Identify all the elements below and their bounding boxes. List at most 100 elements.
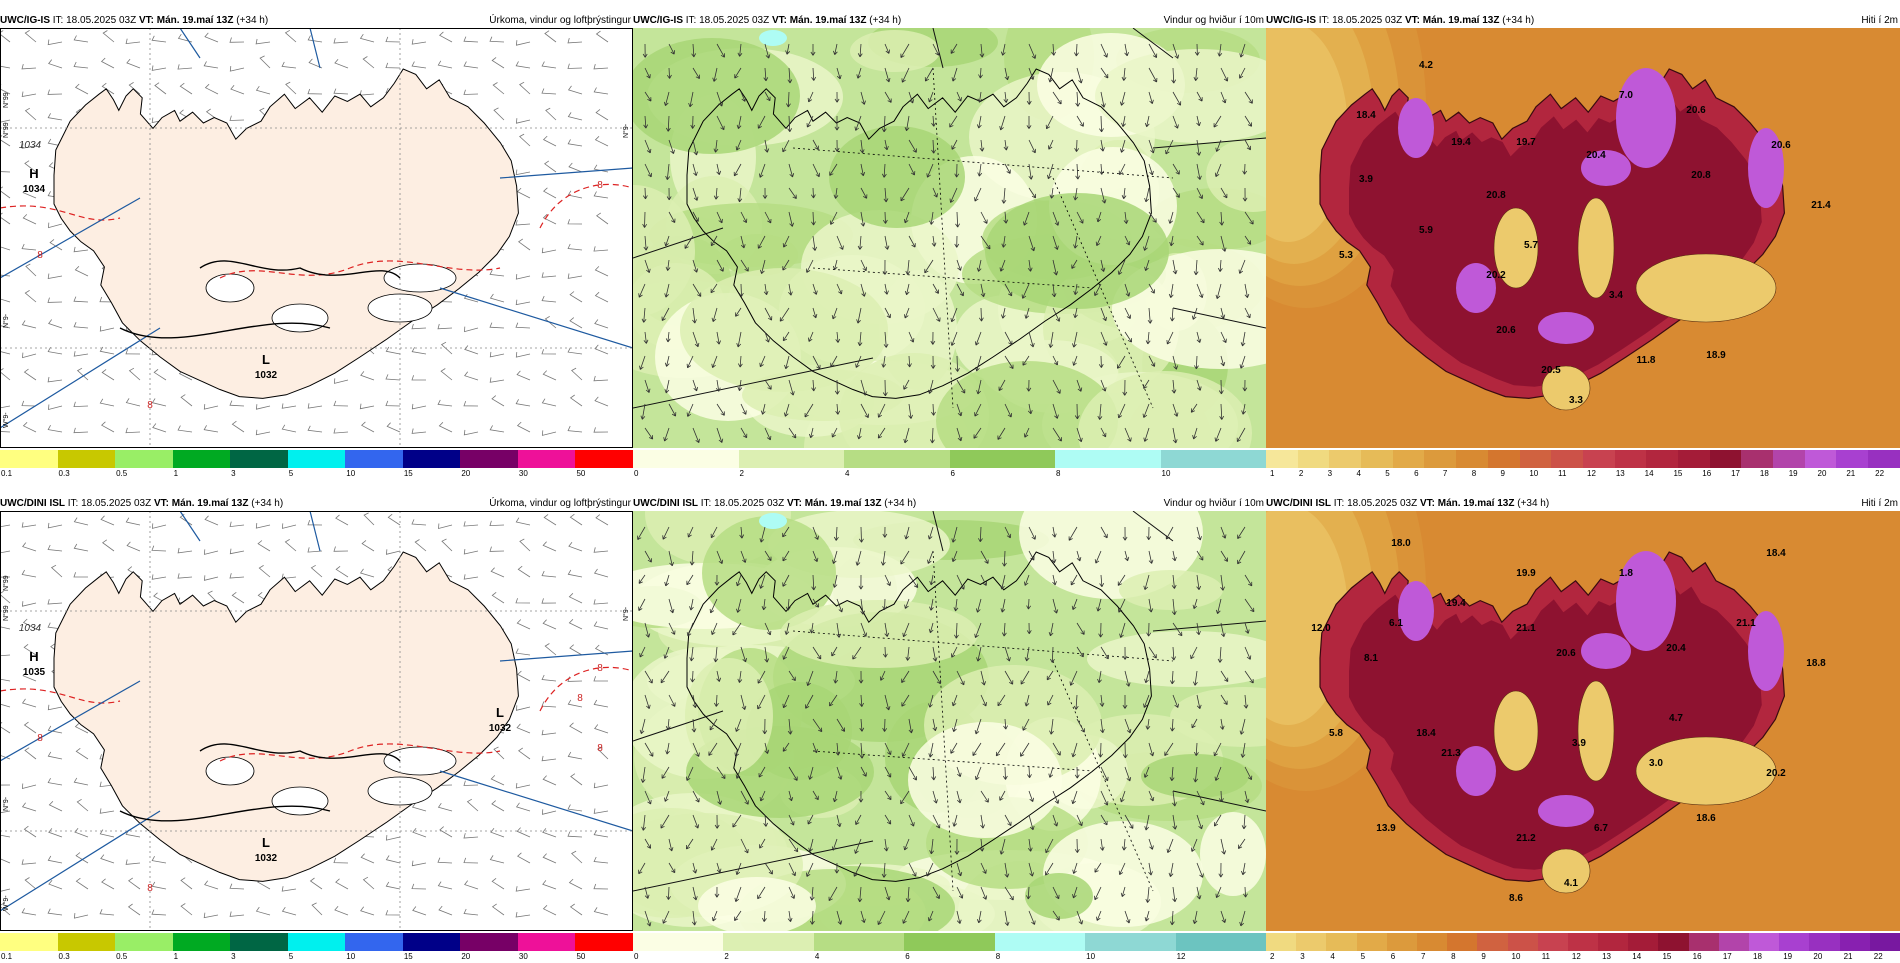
temperature-label: 5.7 [1524, 240, 1538, 251]
color-scale-swatch [995, 933, 1085, 951]
color-scale-tick: 20 [1813, 951, 1822, 963]
color-scale-tick: 0.1 [1, 468, 12, 480]
color-scale-tick: 0 [634, 951, 638, 963]
map-edge-label: W°9- [2, 412, 10, 428]
wind-speed-area [780, 600, 978, 668]
temperature-label: 20.8 [1691, 170, 1711, 181]
color-scale-swatch [1583, 450, 1615, 468]
map-area[interactable]: N°99 N°99 N°9- N°9- W°9- H 1034 L 1032 1034 8 8 8 [0, 28, 633, 448]
color-scale-swatch [1598, 933, 1628, 951]
color-scale-tick: 30 [519, 468, 528, 480]
color-scale-tick: 11 [1542, 951, 1550, 963]
map-area[interactable] [633, 28, 1266, 448]
map-edge-label: N°9- [2, 313, 10, 328]
color-scale-ticks: 0 2 4 6 8 10 12 [633, 951, 1266, 963]
temperature-label: 18.4 [1356, 110, 1376, 121]
map-area[interactable]: N°99 N°99 N°9- N°9- W°9- H 1035 L 1032 L 1032 1034 8… [0, 511, 633, 931]
wind-speed-area [908, 722, 1062, 838]
color-scale-swatch [0, 450, 58, 468]
isoline-label: 8 [37, 250, 43, 261]
lead-time: (+34 h) [251, 498, 283, 509]
color-scale-tick: 19 [1783, 951, 1792, 963]
color-scale-tick: 10 [1529, 468, 1538, 480]
init-time-label: IT: [1334, 498, 1345, 509]
wind-speed-area [742, 369, 904, 421]
panel-title: Vindur og hviður í 10m [1164, 14, 1264, 28]
warm-area [1616, 551, 1676, 651]
pressure-center-letter: H [29, 166, 38, 181]
precipitation-pressure-panel: UWC/IG-IS IT: 18.05.2025 03Z VT: Mán. 19… [0, 14, 633, 480]
valid-time-label: VT: [154, 498, 169, 509]
color-scale-swatch [173, 450, 231, 468]
cool-area [1578, 198, 1614, 298]
color-scale-swatch [1508, 933, 1538, 951]
color-scale-swatch [1868, 450, 1900, 468]
temperature-label: 20.6 [1496, 325, 1516, 336]
valid-time-label: VT: [772, 15, 787, 26]
temperature-label: 3.9 [1359, 174, 1373, 185]
init-time-label: IT: [1319, 15, 1330, 26]
pressure-center-value: 1032 [255, 853, 278, 864]
color-scale-tick: 1 [1270, 468, 1274, 480]
color-scale-swatch [58, 933, 116, 951]
color-scale-swatch [1568, 933, 1598, 951]
color-scale-swatch [1393, 450, 1425, 468]
color-scale-swatch [1055, 450, 1161, 468]
isoline-label: 8 [37, 733, 43, 744]
pressure-center-letter: L [262, 835, 270, 850]
temperature-label: 13.9 [1376, 823, 1396, 834]
map-area[interactable]: 4.2 7.0 20.6 18.4 19.4 19.7 20.4 20.6 3.9 20.8 20.… [1266, 28, 1900, 448]
temperature-label: 20.6 [1556, 648, 1576, 659]
isoline-label: 8 [577, 693, 583, 704]
map-edge-label: N°99 [2, 575, 10, 591]
init-time-label: IT: [53, 15, 64, 26]
lead-time: (+34 h) [236, 15, 268, 26]
color-scale-tick: 12 [1572, 951, 1581, 963]
color-scale-tick: 9 [1481, 951, 1485, 963]
temperature-label: 7.0 [1619, 90, 1633, 101]
color-scale-tick: 10 [346, 951, 355, 963]
valid-time-value: Mán. 19.maí 13Z [1423, 15, 1500, 26]
cool-area [1494, 691, 1538, 771]
color-scale-tick: 16 [1702, 468, 1711, 480]
color-scale-tick: 6 [951, 468, 955, 480]
color-scale-tick: 0.1 [1, 951, 12, 963]
panel-title: Vindur og hviður í 10m [1164, 497, 1264, 511]
isoline-label: 8 [597, 663, 603, 674]
init-time-value: 18.05.2025 03Z [714, 498, 784, 509]
wind-speed-area [829, 126, 965, 228]
map-area[interactable] [633, 511, 1266, 931]
color-scale-tick: 22 [1875, 468, 1884, 480]
color-scale-swatch [1447, 933, 1477, 951]
color-scale-bar [1266, 933, 1900, 951]
lead-time: (+34 h) [869, 15, 901, 26]
color-scale-tick: 12 [1177, 951, 1186, 963]
color-scale-tick: 6 [1414, 468, 1418, 480]
color-scale-tick: 3 [1300, 951, 1304, 963]
color-scale-tick: 15 [1662, 951, 1671, 963]
panel-title: Úrkoma, vindur og loftþrýstingur [489, 14, 631, 28]
color-scale-swatch [115, 450, 173, 468]
map-edge-label: N°99 [2, 92, 10, 108]
warm-area [1538, 312, 1594, 344]
temperature-label: 19.4 [1451, 137, 1471, 148]
color-scale-ticks: 0 2 4 6 8 10 [633, 468, 1266, 480]
color-scale-swatch [1357, 933, 1387, 951]
color-scale-bar [0, 933, 633, 951]
temperature-label: 18.4 [1766, 548, 1786, 559]
color-scale-tick: 5 [289, 951, 293, 963]
map-edge-label: N°9- [622, 606, 630, 621]
color-scale-tick: 14 [1645, 468, 1654, 480]
color-scale-tick: 8 [1451, 951, 1455, 963]
color-scale-swatch [723, 933, 813, 951]
color-scale-tick: 17 [1723, 951, 1732, 963]
temperature-label: 21.1 [1516, 623, 1536, 634]
temperature-label: 6.7 [1594, 823, 1608, 834]
color-scale-tick: 0.3 [59, 468, 70, 480]
color-scale-tick: 2 [1299, 468, 1303, 480]
color-scale-swatch [403, 450, 461, 468]
color-scale-bar [0, 450, 633, 468]
cool-area [1636, 737, 1776, 805]
color-scale-swatch [288, 933, 346, 951]
map-area[interactable]: 18.0 19.9 18.4 12.0 6.1 19.4 1.8 21.1 21.1 20.6 20… [1266, 511, 1900, 931]
